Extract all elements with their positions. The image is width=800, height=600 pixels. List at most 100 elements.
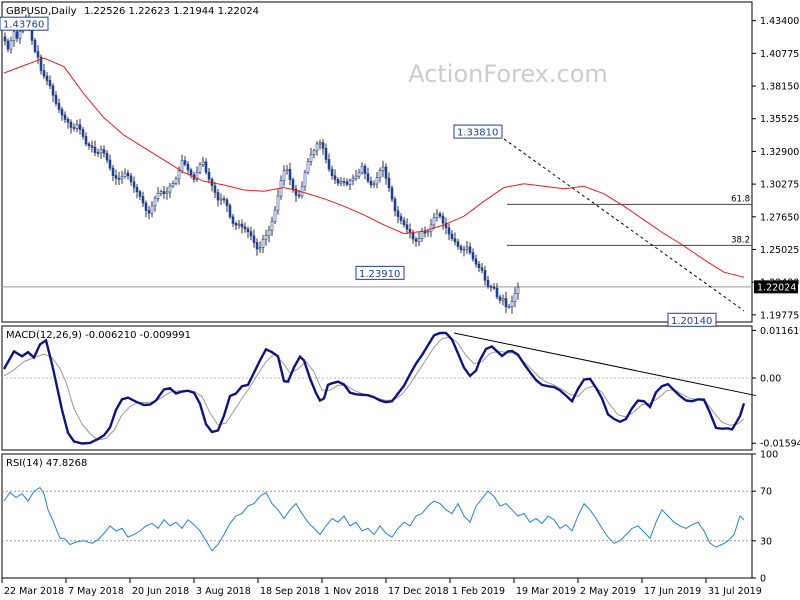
candle-body: [393, 198, 397, 212]
candle-body: [315, 143, 319, 152]
price-axis-label: 1.40775: [760, 49, 799, 60]
x-axis: 22 Mar 2018 7 May 2018 20 Jun 2018 3 Aug 20…: [1, 578, 762, 597]
candle-body: [345, 181, 349, 185]
candle-body: [186, 164, 190, 171]
candle-body: [135, 186, 139, 193]
candle-body: [357, 172, 361, 177]
candle-body: [63, 114, 67, 120]
swing-label-text: 1.23910: [359, 269, 400, 280]
candle-body: [297, 194, 301, 197]
candle-body: [72, 127, 76, 129]
swing-label-text: 1.43760: [3, 20, 44, 31]
candle-body: [177, 170, 181, 180]
candle-body: [291, 179, 295, 190]
candle-body: [84, 136, 88, 145]
candle-body: [264, 235, 268, 240]
rsi-line: [3, 486, 745, 552]
candle-body: [123, 172, 127, 177]
candle-body: [159, 191, 163, 194]
candle-body: [234, 223, 238, 226]
candle-body: [102, 149, 106, 154]
price-axis-label: 1.27650: [760, 212, 799, 223]
candle-body: [276, 195, 280, 211]
candle-body: [138, 191, 142, 197]
candle-body: [504, 298, 508, 308]
candle-body: [105, 152, 109, 161]
macd-axis: 0.011619 0.00 -0.015949: [752, 326, 800, 450]
candle-body: [96, 152, 100, 154]
price-axis: 1.43400 1.40775 1.38150 1.35525 1.32900 1.302…: [752, 16, 799, 321]
candle-body: [3, 36, 7, 42]
x-axis-label: 17 Dec 2018: [388, 586, 449, 597]
macd-axis-label: 0.011619: [760, 326, 800, 337]
candle-body: [129, 175, 133, 183]
candle-body: [465, 246, 469, 250]
macd-panel-frame: [1, 325, 753, 451]
candle-body: [288, 169, 292, 180]
candle-body: [447, 227, 451, 235]
candle-body: [354, 175, 358, 179]
candle-body: [309, 154, 313, 162]
candle-body: [486, 279, 490, 287]
candle-body: [303, 172, 307, 187]
candle-body: [270, 221, 274, 231]
candle-body: [336, 179, 340, 184]
candle-body: [273, 209, 277, 223]
candle-body: [147, 210, 151, 214]
candle-body: [153, 198, 157, 207]
candle-body: [366, 173, 370, 182]
candle-body: [165, 191, 169, 194]
price-axis-label: 1.38150: [760, 82, 799, 93]
candle-body: [390, 187, 394, 200]
candle-body: [78, 124, 82, 130]
candle-body: [435, 213, 439, 218]
candle-body: [69, 121, 73, 128]
candle-body: [483, 270, 487, 281]
x-axis-label: 20 Jun 2018: [132, 586, 189, 597]
candle-body: [333, 175, 337, 180]
moving-average-line: [3, 57, 745, 278]
x-axis-label: 7 May 2018: [68, 586, 124, 597]
price-panel-frame: [1, 1, 753, 323]
candle-body: [162, 191, 166, 194]
candle-body: [48, 80, 52, 87]
candle-body: [15, 31, 19, 39]
candle-body: [411, 232, 415, 240]
candle-body: [372, 183, 376, 186]
candle-body: [156, 193, 160, 199]
candle-body: [267, 229, 271, 236]
candle-body: [321, 142, 325, 149]
price-axis-label: 1.30275: [760, 180, 799, 191]
candle-body: [39, 56, 43, 71]
candle-body: [459, 246, 463, 250]
rsi-title: RSI(14) 47.8268: [6, 458, 87, 469]
price-axis-label: 1.19775: [760, 310, 799, 321]
current-price-label: 1.22024: [757, 282, 796, 293]
candle-body: [237, 223, 241, 226]
candle-body: [57, 103, 61, 110]
candle-body: [174, 178, 178, 184]
candle-body: [66, 118, 70, 123]
candle-body: [312, 150, 316, 155]
candle-body: [471, 252, 475, 260]
x-axis-label: 1 Nov 2018: [324, 586, 379, 597]
candle-body: [249, 231, 253, 237]
candle-body: [54, 94, 58, 104]
x-axis-label: 18 Sep 2018: [260, 586, 320, 597]
swing-label-box: [355, 265, 405, 280]
candle-body: [306, 161, 310, 173]
x-axis-label: 3 Aug 2018: [196, 586, 251, 597]
candle-body: [348, 180, 352, 185]
candle-body: [150, 205, 154, 214]
candle-body: [222, 198, 226, 201]
price-axis-label: 1.35525: [760, 114, 799, 125]
candle-body: [45, 75, 49, 81]
rsi-level-lines: [2, 490, 752, 542]
candle-body: [42, 70, 46, 77]
x-axis-label: 17 Jun 2019: [644, 586, 701, 597]
candle-body: [363, 165, 367, 174]
candle-body: [399, 216, 403, 221]
rsi-axis-label: 30: [760, 536, 772, 547]
candle-body: [90, 145, 94, 148]
price-trendline: [503, 138, 745, 312]
